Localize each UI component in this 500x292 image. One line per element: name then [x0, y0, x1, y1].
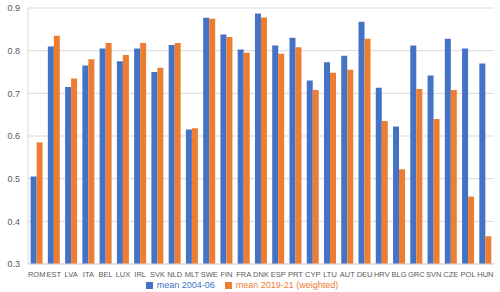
svg-text:SWE: SWE [201, 270, 218, 279]
html-text:mean 2004-06: mean 2004-06 [156, 280, 215, 290]
svg-text:ITA: ITA [83, 270, 94, 279]
svg-text:SVK: SVK [150, 270, 165, 279]
svg-text:NLD: NLD [167, 270, 183, 279]
svg-text:0.9: 0.9 [8, 3, 20, 13]
svg-text:POL: POL [461, 270, 476, 279]
svg-text:LTU: LTU [323, 270, 337, 279]
svg-text:SVN: SVN [426, 270, 441, 279]
svg-text:HRV: HRV [374, 270, 390, 279]
svg-text:CZE: CZE [443, 270, 458, 279]
svg-text:DNK: DNK [253, 270, 269, 279]
svg-text:DEU: DEU [357, 270, 373, 279]
svg-text:CYP: CYP [305, 270, 320, 279]
svg-text:FIN: FIN [220, 270, 232, 279]
svg-text:0.5: 0.5 [8, 174, 20, 184]
html-text:mean 2019-21 (weighted): mean 2019-21 (weighted) [235, 280, 339, 290]
svg-text:IRL: IRL [134, 270, 146, 279]
svg-text:HUN: HUN [477, 270, 492, 279]
svg-text:AUT: AUT [340, 270, 355, 279]
svg-text:0.4: 0.4 [8, 217, 20, 227]
svg-text:MLT: MLT [185, 270, 200, 279]
svg-text:PRT: PRT [288, 270, 303, 279]
svg-text:FRA: FRA [236, 270, 251, 279]
svg-text:0.6: 0.6 [8, 131, 20, 141]
svg-text:EST: EST [47, 270, 62, 279]
svg-text:LUX: LUX [116, 270, 131, 279]
svg-text:LVA: LVA [65, 270, 78, 279]
svg-text:0.8: 0.8 [8, 46, 20, 56]
svg-text:GRC: GRC [408, 270, 425, 279]
svg-text:BLG: BLG [392, 270, 407, 279]
svg-text:BEL: BEL [99, 270, 113, 279]
svg-text:0.7: 0.7 [8, 89, 20, 99]
svg-text:ROM: ROM [28, 270, 46, 279]
svg-text:0.3: 0.3 [8, 259, 20, 269]
svg-text:ESP: ESP [271, 270, 286, 279]
